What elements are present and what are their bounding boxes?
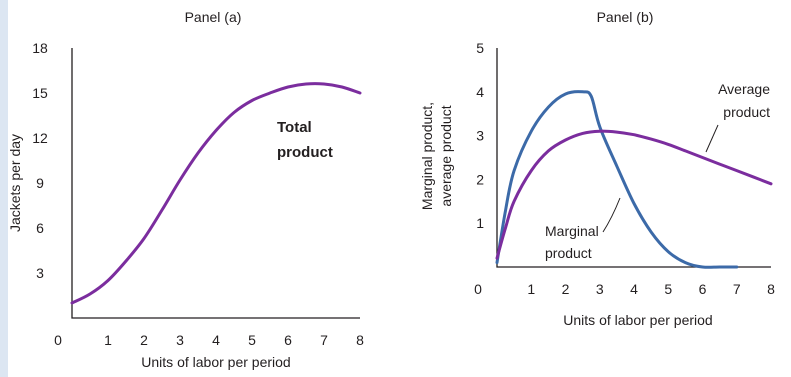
- marginal-product-label-line1: Marginal: [545, 223, 599, 239]
- x-tick-label: 4: [630, 281, 638, 297]
- x-tick-label: 1: [527, 281, 535, 297]
- x-tick-label: 3: [176, 332, 184, 348]
- average-product-line: [495, 129, 773, 260]
- y-tick-label: 2: [476, 171, 484, 187]
- panel-a-axes: [71, 48, 360, 319]
- x-tick-label: 6: [699, 281, 707, 297]
- y-tick-label: 15: [32, 85, 48, 101]
- y-tick-label: 18: [32, 40, 48, 56]
- x-tick-label: 5: [664, 281, 672, 297]
- y-tick-label: 3: [36, 265, 44, 281]
- panel-a-title: Panel (a): [185, 9, 242, 25]
- sidebar-strip: [0, 0, 8, 377]
- x-tick-label: 3: [596, 281, 604, 297]
- y-tick-label: 3: [476, 128, 484, 144]
- y-tick-label: 12: [32, 130, 48, 146]
- x-tick-label: 0: [54, 332, 62, 348]
- average-product-label-line2: product: [723, 104, 770, 120]
- panel-a-y-ticks: 3 6 9 12 15 18: [32, 40, 48, 281]
- x-tick-label: 8: [767, 281, 775, 297]
- marginal-product-leader: [602, 197, 621, 233]
- panel-b-x-ticks: 0 1 2 3 4 5 6 7 8: [474, 281, 775, 297]
- average-product-leader: [705, 124, 719, 153]
- y-tick-label: 1: [476, 215, 484, 231]
- x-tick-label: 2: [562, 281, 570, 297]
- panel-b-y-axis-label-line1: Marginal product,: [419, 102, 435, 210]
- x-tick-label: 0: [474, 281, 482, 297]
- panel-a-x-ticks: 0 1 2 3 4 5 6 7 8: [54, 332, 364, 348]
- panel-a-x-axis-label: Units of labor per period: [141, 354, 290, 370]
- y-tick-label: 4: [476, 84, 484, 100]
- panel-a-y-axis-label: Jackets per day: [7, 134, 23, 232]
- marginal-product-line: [495, 90, 739, 269]
- x-tick-label: 7: [733, 281, 741, 297]
- panel-b-x-axis-label: Units of labor per period: [563, 312, 712, 328]
- total-product-label-line2: product: [277, 144, 333, 161]
- x-tick-label: 5: [248, 332, 256, 348]
- x-tick-label: 6: [284, 332, 292, 348]
- total-product-label-line1: Total: [277, 119, 312, 136]
- marginal-product-label-line2: product: [545, 245, 592, 261]
- average-product-label-line1: Average: [718, 81, 770, 97]
- y-tick-label: 9: [36, 175, 44, 191]
- x-tick-label: 8: [356, 332, 364, 348]
- x-tick-label: 1: [104, 332, 112, 348]
- x-tick-label: 2: [140, 332, 148, 348]
- total-product-line: [70, 82, 362, 305]
- y-tick-label: 5: [476, 40, 484, 56]
- panel-b-y-ticks: 1 2 3 4 5: [476, 40, 484, 231]
- panel-b-axes: [496, 48, 771, 268]
- panel-b-title: Panel (b): [597, 9, 654, 25]
- x-tick-label: 4: [212, 332, 220, 348]
- panel-b: Panel (b) 1 2 3 4 5 0 1 2 3 4 5 6 7 8 Average produc…: [419, 9, 775, 328]
- y-tick-label: 6: [36, 220, 44, 236]
- x-tick-label: 7: [320, 332, 328, 348]
- panel-b-y-axis-label-line2: average product: [438, 105, 454, 206]
